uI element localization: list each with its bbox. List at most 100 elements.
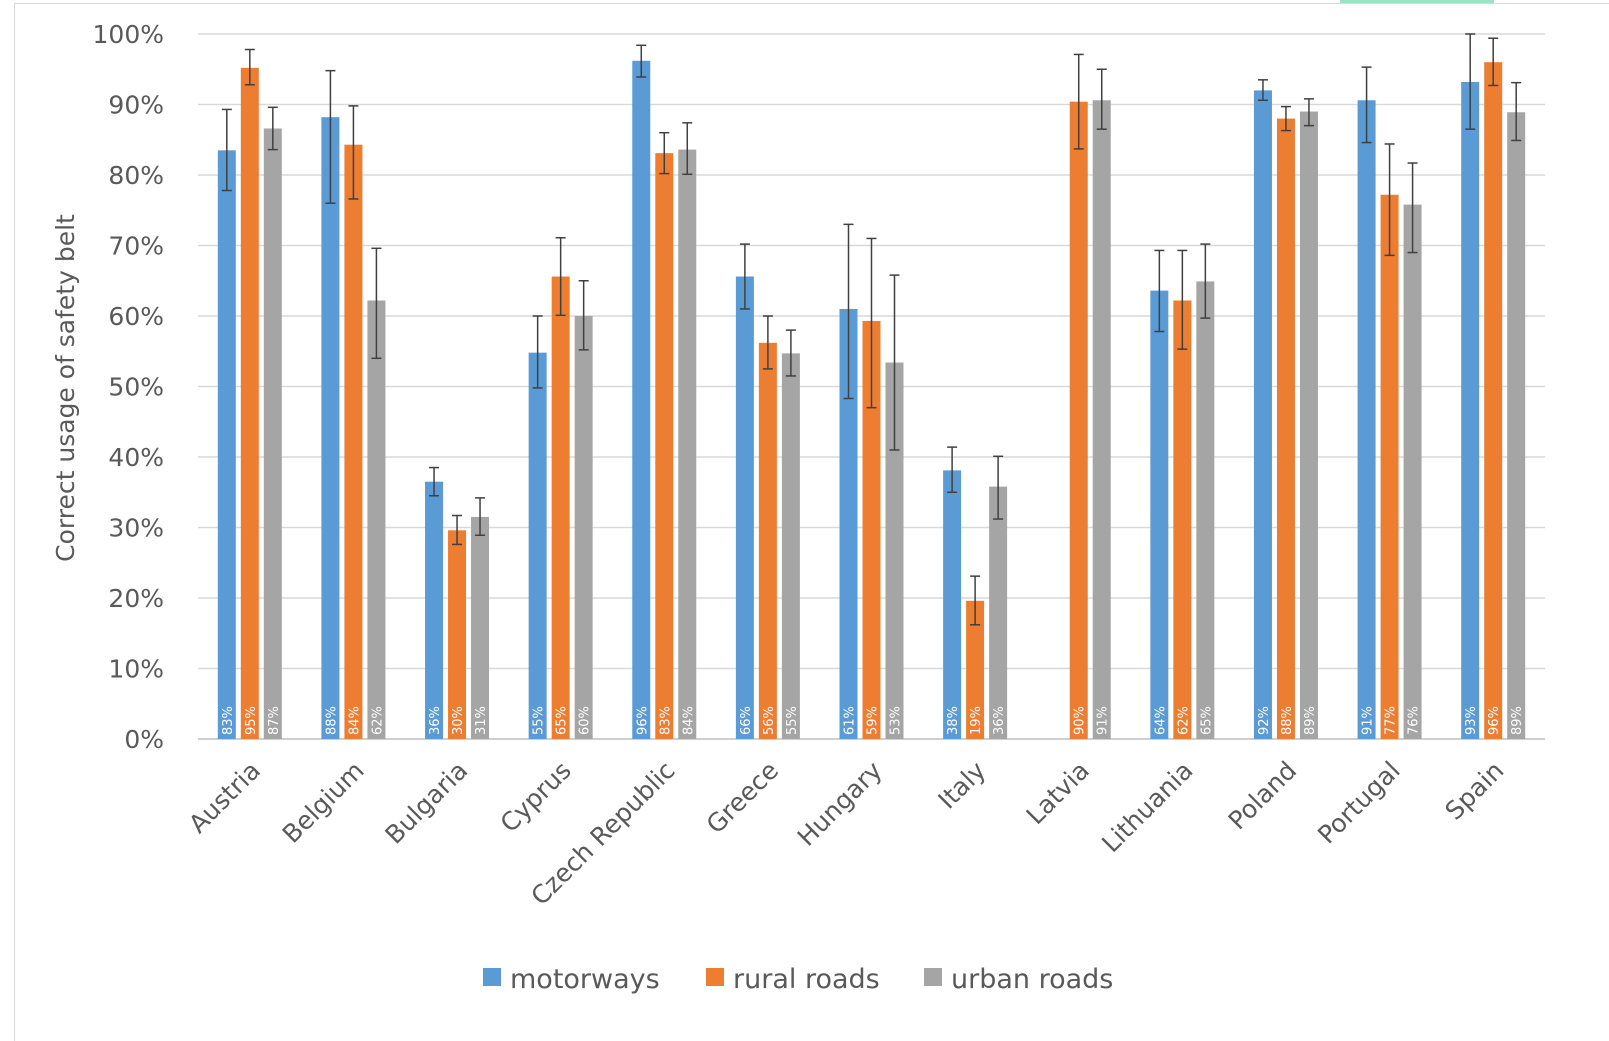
data-label: 59% <box>866 706 881 735</box>
bar <box>839 308 858 739</box>
bar <box>1253 90 1272 739</box>
bar <box>344 144 363 739</box>
data-label: 77% <box>1384 706 1399 735</box>
bar <box>862 320 881 739</box>
bar <box>1276 118 1295 740</box>
data-label: 90% <box>1073 706 1088 735</box>
data-label: 55% <box>785 706 800 735</box>
bar <box>574 316 593 739</box>
legend-item: motorways <box>483 964 660 995</box>
legend-swatch <box>483 968 501 986</box>
y-tick-label: 60% <box>108 302 164 331</box>
y-tick-label: 100% <box>93 20 164 49</box>
x-tick-label: Spain <box>1440 756 1510 826</box>
data-label: 31% <box>474 706 489 735</box>
data-label: 36% <box>428 706 443 735</box>
bar <box>1299 111 1318 740</box>
data-label: 91% <box>1096 706 1111 735</box>
x-tick-label: Austria <box>183 756 266 839</box>
data-label: 83% <box>221 706 236 735</box>
data-label: 87% <box>267 706 282 735</box>
bar <box>989 486 1008 739</box>
data-label: 56% <box>762 706 777 735</box>
x-tick-label: Belgium <box>277 756 370 849</box>
bar <box>1173 300 1192 739</box>
x-tick-label: Portugal <box>1312 756 1406 850</box>
y-tick-label: 20% <box>108 584 164 613</box>
error-bars <box>221 33 1522 626</box>
bar <box>1507 112 1526 739</box>
y-tick-label: 50% <box>108 373 164 402</box>
x-tick-label: Greece <box>701 756 784 839</box>
legend: motorways rural roads urban roads <box>483 964 1113 995</box>
y-axis-ticks: 0% 10% 20% 30% 40% 50% 60% 70% 80% 90% 100% <box>93 20 164 754</box>
data-label: 92% <box>1257 706 1272 735</box>
data-label: 60% <box>578 706 593 735</box>
y-tick-label: 40% <box>108 443 164 472</box>
data-labels: 83% 95% 87% 88% 84% 62% 36% 30% 31% 55% 65% 60% 96% 8… <box>221 706 1525 735</box>
bar <box>1069 101 1088 740</box>
bar <box>1092 100 1111 739</box>
data-label: 83% <box>658 706 673 735</box>
data-label: 93% <box>1464 706 1479 735</box>
x-tick-label: Italy <box>932 756 991 815</box>
data-label: 89% <box>1510 706 1525 735</box>
data-label: 91% <box>1361 706 1376 735</box>
x-tick-label: Cyprus <box>495 756 577 838</box>
bar <box>528 352 547 739</box>
data-label: 88% <box>1280 706 1295 735</box>
x-tick-label: Bulgaria <box>379 756 473 850</box>
data-label: 95% <box>244 706 259 735</box>
data-label: 19% <box>969 706 984 735</box>
legend-label: rural roads <box>733 964 880 995</box>
x-tick-label: Lithuania <box>1096 756 1198 858</box>
y-tick-label: 30% <box>108 514 164 543</box>
data-label: 96% <box>635 706 650 735</box>
bar <box>655 153 674 739</box>
y-axis-label: Correct usage of safety belt <box>51 214 80 562</box>
bars <box>217 60 1526 740</box>
data-label: 61% <box>843 706 858 735</box>
y-tick-label: 10% <box>108 655 164 684</box>
data-label: 84% <box>347 706 362 735</box>
data-label: 55% <box>532 706 547 735</box>
data-label: 53% <box>889 706 904 735</box>
legend-swatch <box>706 968 724 986</box>
y-tick-label: 90% <box>108 91 164 120</box>
bar <box>735 276 754 739</box>
data-label: 76% <box>1407 706 1422 735</box>
bar <box>425 481 444 739</box>
bar <box>551 276 570 739</box>
bar <box>367 300 386 739</box>
bar <box>781 353 800 739</box>
y-tick-label: 0% <box>124 725 164 754</box>
bar <box>1484 62 1503 739</box>
data-label: 62% <box>370 706 385 735</box>
bar <box>885 362 904 739</box>
bar <box>758 342 777 739</box>
bar <box>1150 290 1169 739</box>
data-label: 38% <box>946 706 961 735</box>
data-label: 65% <box>1199 706 1214 735</box>
bar <box>471 516 490 739</box>
legend-label: motorways <box>510 964 660 995</box>
chart-frame <box>14 3 1609 1041</box>
data-label: 30% <box>451 706 466 735</box>
bar <box>943 470 962 739</box>
top-accent-bar <box>1340 0 1494 3</box>
bar <box>1380 194 1399 740</box>
bar <box>321 117 340 739</box>
x-tick-label: Hungary <box>792 756 888 852</box>
data-label: 84% <box>681 706 696 735</box>
y-tick-label: 80% <box>108 161 164 190</box>
data-label: 36% <box>992 706 1007 735</box>
bar <box>1357 100 1376 739</box>
bar <box>678 149 697 739</box>
bar <box>966 600 985 739</box>
x-tick-label: Poland <box>1223 756 1303 836</box>
bar <box>263 128 282 740</box>
legend-item: urban roads <box>924 964 1113 995</box>
bar <box>1196 281 1215 739</box>
data-label: 65% <box>555 706 570 735</box>
